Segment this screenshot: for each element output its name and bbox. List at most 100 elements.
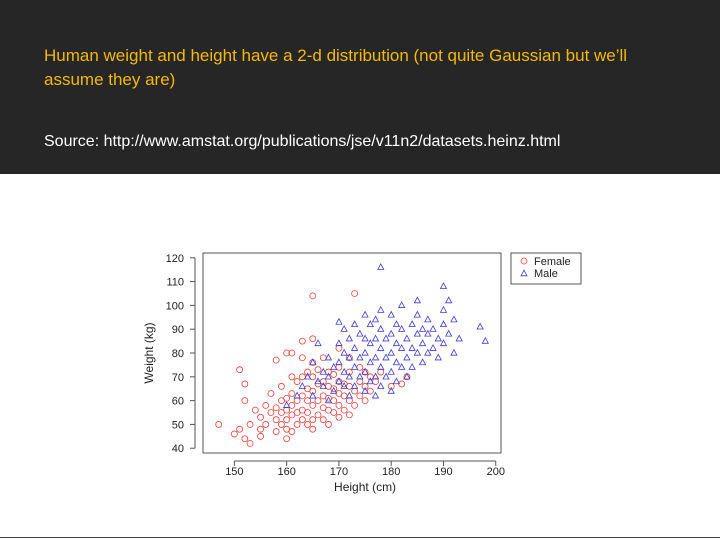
male-point [434, 334, 442, 342]
female-point [298, 337, 306, 345]
male-point [377, 363, 385, 370]
female-point [309, 387, 317, 395]
male-point [439, 282, 448, 289]
male-point [476, 322, 484, 330]
male-point [324, 353, 333, 361]
male-point [377, 324, 385, 332]
y-tick-label: 100 [166, 300, 184, 312]
male-point [345, 372, 354, 380]
male-point [424, 315, 432, 323]
female-point [283, 435, 291, 443]
x-axis-label: Height (cm) [334, 480, 396, 494]
x-tick-label: 180 [382, 466, 400, 478]
male-point [387, 329, 395, 337]
male-point [397, 301, 406, 308]
female-point [262, 421, 270, 428]
legend-male-label: Male [534, 268, 558, 280]
female-point [293, 397, 301, 405]
male-point [350, 382, 359, 389]
female-point [304, 421, 311, 428]
female-point [278, 382, 285, 390]
male-point [330, 363, 338, 370]
female-point [215, 421, 223, 428]
male-point [424, 348, 432, 356]
x-tick-label: 200 [487, 466, 505, 478]
male-point [335, 317, 343, 325]
male-point [319, 382, 327, 389]
female-point [377, 368, 385, 376]
female-point [304, 409, 311, 416]
male-point [371, 315, 380, 323]
female-point [356, 392, 364, 400]
female-point [319, 416, 327, 424]
female-point [251, 406, 259, 414]
male-point [382, 334, 390, 342]
male-point [371, 353, 380, 361]
male-point [371, 391, 380, 399]
male-point [356, 329, 364, 337]
female-point [257, 425, 264, 433]
male-point [335, 377, 343, 385]
male-point [366, 320, 374, 328]
female-point [267, 390, 275, 397]
female-point [325, 421, 332, 428]
male-point [366, 339, 374, 347]
male-point [392, 339, 401, 347]
male-point [392, 377, 401, 385]
male-point [340, 348, 348, 356]
male-point [371, 334, 380, 342]
male-point [350, 343, 359, 351]
female-point [309, 425, 317, 433]
male-point [392, 320, 401, 328]
male-point [387, 367, 395, 375]
male-point [382, 353, 390, 361]
male-point [340, 324, 348, 332]
y-tick-label: 120 [166, 253, 184, 265]
female-point [335, 413, 343, 421]
female-point [298, 416, 306, 424]
y-tick-label: 80 [172, 348, 184, 360]
y-tick-label: 70 [172, 372, 184, 384]
male-point [408, 320, 416, 328]
male-point [403, 372, 411, 380]
male-point [335, 358, 343, 366]
male-point [371, 372, 380, 380]
female-point [272, 404, 280, 412]
male-point [392, 358, 401, 366]
female-point [356, 378, 364, 385]
female-point [246, 421, 254, 428]
male-point [413, 348, 422, 356]
male-point [377, 305, 385, 313]
female-point [257, 432, 264, 440]
legend-female-label: Female [534, 256, 571, 268]
x-tick-label: 160 [277, 466, 295, 478]
male-point [350, 320, 359, 328]
female-point [288, 349, 296, 357]
male-point [455, 334, 463, 342]
male-point [345, 391, 354, 399]
male-point [397, 363, 406, 370]
female-point [361, 382, 369, 390]
female-point [241, 435, 249, 443]
female-point [304, 368, 311, 376]
male-point [377, 343, 385, 351]
female-point [298, 354, 306, 362]
male-point [429, 343, 437, 351]
male-point [382, 372, 390, 380]
y-tick-label: 110 [166, 277, 184, 289]
male-point [335, 339, 343, 347]
female-point [314, 411, 322, 419]
male-point [403, 334, 411, 342]
female-point [288, 373, 296, 381]
male-point [345, 353, 354, 361]
slide-source: Source: http://www.amstat.org/publicatio… [44, 133, 561, 150]
female-point [283, 406, 291, 414]
female-point [283, 394, 291, 402]
male-point [445, 329, 453, 337]
female-point [335, 401, 343, 409]
legend-female-marker [520, 257, 528, 265]
male-point [361, 348, 369, 356]
male-point [324, 396, 333, 404]
y-tick-label: 90 [172, 324, 184, 336]
female-point [330, 409, 338, 416]
